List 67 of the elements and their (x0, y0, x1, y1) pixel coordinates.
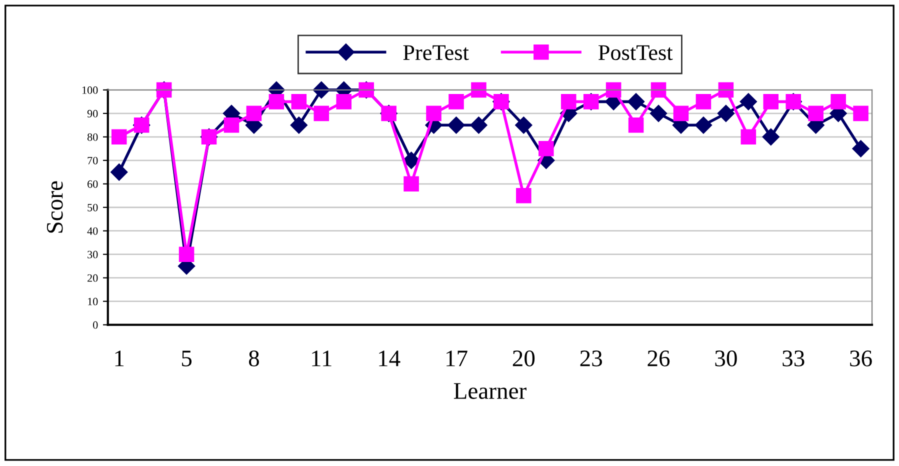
point (110, 164, 128, 181)
x-axis-title: Learner (454, 383, 526, 399)
point (268, 94, 284, 110)
point (290, 116, 308, 134)
point (650, 82, 666, 98)
point (650, 104, 668, 122)
point (694, 116, 712, 134)
y-tick-label: 70 (88, 156, 98, 164)
point (314, 106, 330, 122)
point (312, 81, 330, 98)
x-tick-label: 23 (580, 350, 602, 366)
x-tick-label: 30 (715, 350, 737, 366)
x-tick-label: 5 (182, 350, 192, 366)
point (426, 106, 442, 122)
point (853, 106, 868, 122)
x-tick-label: 20 (512, 350, 535, 366)
point (740, 93, 757, 110)
point (762, 128, 780, 146)
x-tick-label: 8 (248, 350, 259, 366)
point (673, 106, 689, 122)
point (718, 82, 734, 98)
legend-label: PreTest (403, 45, 469, 60)
point (538, 141, 554, 156)
point (402, 152, 420, 169)
point (627, 93, 645, 110)
point (336, 94, 352, 110)
y-tick-label: 80 (87, 133, 98, 141)
point (628, 118, 644, 133)
y-tick-label: 40 (87, 227, 98, 235)
x-tick-label: 1 (115, 350, 124, 366)
point (470, 116, 488, 134)
point (404, 176, 419, 192)
point (111, 129, 127, 145)
point (830, 94, 846, 110)
x-tick-label: 11 (312, 350, 332, 366)
legend-label: PostTest (598, 45, 673, 60)
point (740, 129, 756, 145)
x-tick-label: 26 (648, 350, 670, 366)
point (291, 94, 307, 110)
y-tick-label: 60 (88, 180, 98, 188)
point (852, 140, 870, 158)
point (808, 106, 824, 122)
y-tick-label: 10 (88, 298, 98, 306)
point (448, 116, 465, 134)
x-tick-label: 17 (446, 350, 468, 366)
y-tick-label: 50 (88, 204, 98, 212)
y-tick-label: 0 (93, 321, 98, 329)
y-tick-label: 30 (88, 250, 98, 258)
point (560, 94, 576, 110)
x-tick-label: 33 (782, 350, 804, 366)
point (224, 118, 240, 133)
y-tick-label: 20 (88, 274, 98, 282)
point (448, 94, 464, 110)
point (246, 106, 262, 122)
point (763, 94, 779, 110)
point (696, 94, 712, 110)
point (471, 82, 486, 98)
point (606, 82, 622, 98)
point (515, 116, 532, 134)
x-tick-label: 36 (850, 350, 872, 366)
y-axis-title: Score (46, 181, 63, 233)
y-tick-label: 100 (82, 86, 98, 94)
point (516, 188, 532, 204)
x-tick-label: 14 (379, 350, 400, 366)
y-tick-label: 90 (87, 110, 98, 118)
point (717, 104, 734, 122)
point (178, 246, 194, 262)
